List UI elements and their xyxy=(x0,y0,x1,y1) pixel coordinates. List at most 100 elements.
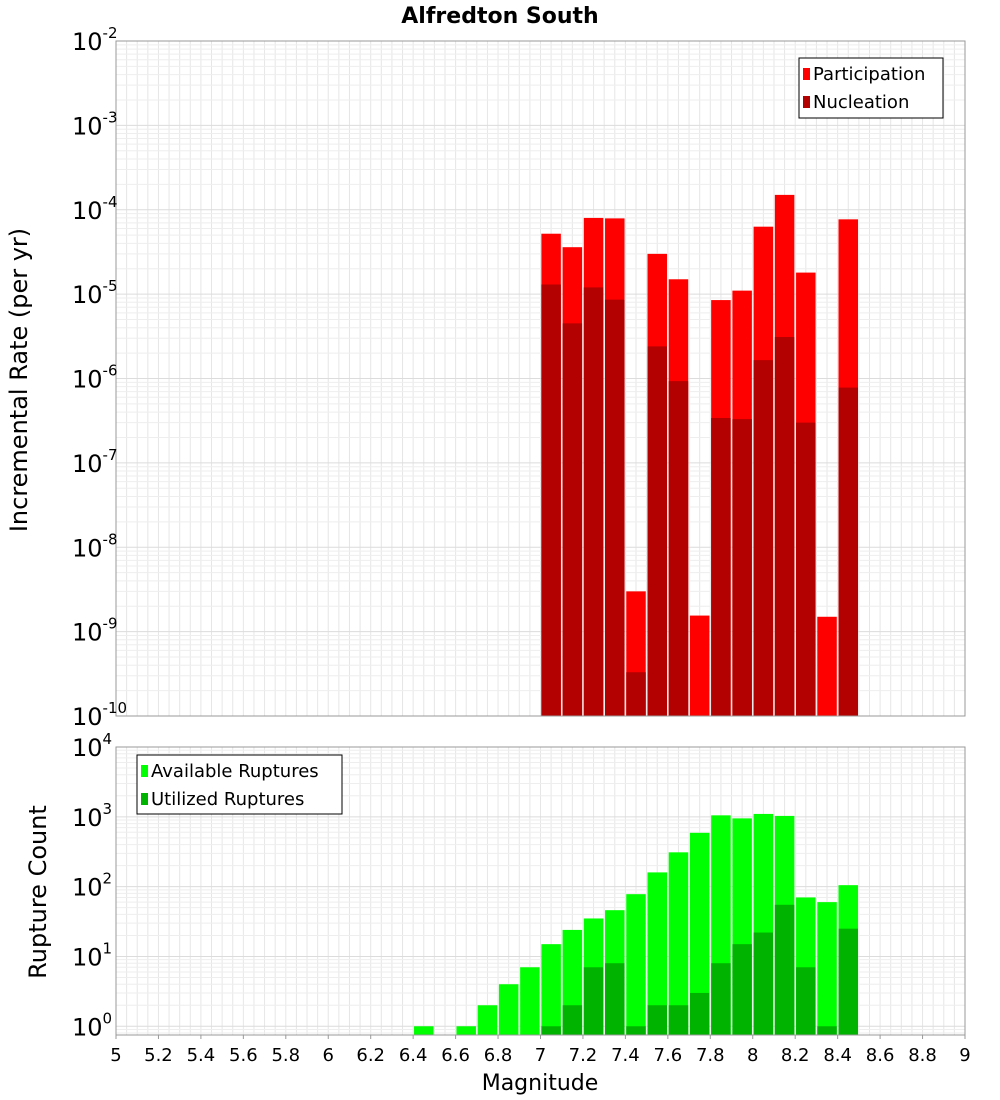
y-tick-exponent: -7 xyxy=(103,446,118,464)
legend-swatch xyxy=(803,68,810,80)
top-y-tick-label: 10-9 xyxy=(72,615,118,647)
top-bar xyxy=(732,419,752,716)
top-y-tick-label: 10-6 xyxy=(72,362,118,394)
legend-box xyxy=(798,57,944,119)
bottom-bar xyxy=(711,963,731,1035)
x-tick-label: 6.4 xyxy=(399,1045,428,1066)
top-bar xyxy=(647,346,667,716)
bottom-bar xyxy=(414,1026,434,1035)
x-tick-label: 8.4 xyxy=(823,1045,852,1066)
bottom-bar xyxy=(456,1026,476,1035)
top-bar xyxy=(626,672,646,716)
legend-label: Utilized Ruptures xyxy=(151,789,304,810)
top-y-tick-label: 10-10 xyxy=(72,699,127,731)
x-tick-label: 7.6 xyxy=(654,1045,683,1066)
bottom-bar xyxy=(647,1005,667,1035)
bottom-bar xyxy=(626,1026,646,1035)
top-bar xyxy=(796,422,816,716)
bottom-bar xyxy=(477,1005,498,1035)
top-grid xyxy=(115,40,966,717)
top-bar xyxy=(711,418,731,716)
y-tick-base: 10 xyxy=(72,28,103,56)
x-tick-label: 7.2 xyxy=(569,1045,598,1066)
top-bar xyxy=(753,360,774,716)
x-axis-ticks: 5 5.2 5.4 5.6 5.8 6 6.2 6.4 6.6 6.8 7 7.2 7.4 7.6 7.8 8… xyxy=(110,1035,971,1066)
top-y-tick-label: 10-3 xyxy=(72,108,118,140)
top-panel: 10-210-310-410-510-610-710-810-910-10Par… xyxy=(72,24,966,731)
y-tick-base: 10 xyxy=(72,804,103,832)
top-bar xyxy=(774,337,795,716)
top-bar xyxy=(838,387,859,716)
y-tick-base: 10 xyxy=(72,112,103,140)
legend-label: Available Ruptures xyxy=(151,761,319,782)
y-tick-exponent: -5 xyxy=(103,277,118,295)
y-tick-base: 10 xyxy=(72,197,103,225)
bottom-y-tick-label: 104 xyxy=(72,730,112,762)
legend-label: Nucleation xyxy=(813,92,909,113)
x-tick-label: 6.8 xyxy=(484,1045,513,1066)
x-tick-label: 5.6 xyxy=(229,1045,258,1066)
bottom-series-utilized-ruptures xyxy=(541,904,859,1035)
x-tick-label: 5.2 xyxy=(144,1045,173,1066)
y-tick-exponent: 3 xyxy=(103,800,113,818)
bottom-bar xyxy=(838,928,859,1035)
top-y-tick-label: 10-7 xyxy=(72,446,118,478)
bottom-bar xyxy=(817,902,837,1035)
bottom-bar xyxy=(668,852,689,1035)
bottom-bar xyxy=(605,963,625,1035)
bottom-bar xyxy=(541,944,561,1035)
bottom-bar xyxy=(732,944,752,1035)
top-bar xyxy=(541,284,561,716)
x-tick-label: 8.2 xyxy=(781,1045,810,1066)
y-tick-base: 10 xyxy=(72,281,103,309)
top-series-nucleation xyxy=(541,284,859,716)
top-bar xyxy=(817,616,837,716)
y-tick-base: 10 xyxy=(72,944,103,972)
y-tick-exponent: -3 xyxy=(103,108,118,126)
y-tick-exponent: -4 xyxy=(103,193,118,211)
bottom-bar xyxy=(668,1005,689,1035)
top-y-axis-label: Incremental Rate (per yr) xyxy=(5,228,33,532)
legend-swatch xyxy=(141,765,148,777)
y-tick-base: 10 xyxy=(72,734,103,762)
x-tick-label: 7.4 xyxy=(611,1045,640,1066)
bottom-bar xyxy=(753,932,774,1035)
top-legend: Participation Nucleation xyxy=(798,57,944,119)
chart-title: Alfredton South xyxy=(401,4,598,29)
x-axis-label: Magnitude xyxy=(482,1071,599,1096)
bottom-bar xyxy=(689,832,710,1035)
y-tick-exponent: 4 xyxy=(103,730,113,748)
top-y-tick-label: 10-5 xyxy=(72,277,118,309)
legend-label: Participation xyxy=(813,64,925,85)
x-tick-label: 7.8 xyxy=(696,1045,725,1066)
y-tick-base: 10 xyxy=(72,874,103,902)
top-y-tick-label: 10-4 xyxy=(72,193,118,225)
y-tick-base: 10 xyxy=(72,619,103,647)
bottom-y-tick-label: 102 xyxy=(72,870,112,902)
bottom-bar xyxy=(689,992,710,1035)
bottom-bar xyxy=(562,1005,583,1035)
x-tick-label: 5.8 xyxy=(271,1045,300,1066)
bottom-y-tick-label: 101 xyxy=(72,940,112,972)
bottom-y-tick-label: 100 xyxy=(72,1009,112,1041)
bottom-bar xyxy=(541,1026,561,1035)
bottom-bar xyxy=(796,967,816,1035)
y-tick-exponent: -2 xyxy=(103,24,118,42)
bottom-bar xyxy=(520,967,540,1035)
x-tick-label: 8.6 xyxy=(866,1045,895,1066)
bottom-legend: Available Ruptures Utilized Ruptures xyxy=(136,754,343,815)
top-bar xyxy=(605,299,625,716)
bottom-bar xyxy=(583,967,604,1035)
bottom-bar xyxy=(626,894,646,1035)
y-tick-exponent: -6 xyxy=(103,362,118,380)
bottom-bar xyxy=(498,984,519,1035)
top-bar xyxy=(668,381,689,716)
y-tick-exponent: -10 xyxy=(103,699,128,717)
legend-swatch xyxy=(141,793,148,805)
top-bar xyxy=(583,287,604,716)
x-tick-label: 6.2 xyxy=(356,1045,385,1066)
bottom-y-tick-label: 103 xyxy=(72,800,112,832)
legend-box xyxy=(136,754,343,815)
